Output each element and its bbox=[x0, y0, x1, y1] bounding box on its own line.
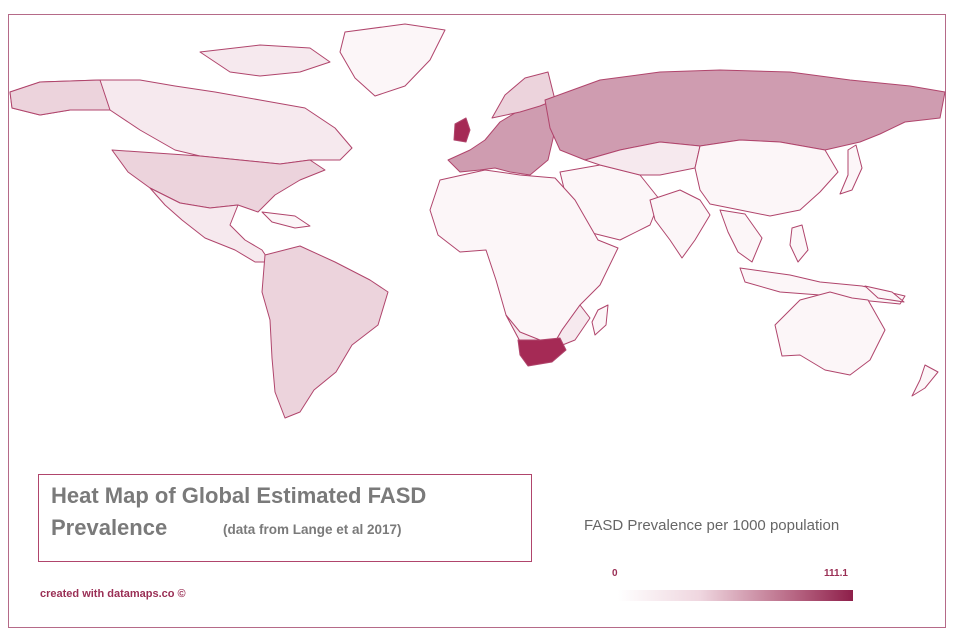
region-south-africa[interactable] bbox=[517, 337, 567, 367]
region-japan[interactable] bbox=[839, 144, 863, 195]
map-subtitle: (data from Lange et al 2017) bbox=[223, 522, 402, 537]
region-uk[interactable] bbox=[453, 117, 471, 143]
legend-max-label: 111.1 bbox=[824, 568, 848, 579]
region-caribbean[interactable] bbox=[261, 211, 311, 229]
region-india[interactable] bbox=[649, 189, 711, 259]
region-madagascar[interactable] bbox=[591, 304, 609, 336]
legend-gradient-bar bbox=[618, 590, 853, 601]
region-greenland[interactable] bbox=[339, 23, 446, 97]
region-china[interactable] bbox=[694, 139, 839, 217]
region-indonesia[interactable] bbox=[739, 267, 906, 305]
region-arctic-islands[interactable] bbox=[199, 44, 331, 77]
region-philippines[interactable] bbox=[789, 224, 809, 263]
region-south-america[interactable] bbox=[261, 245, 389, 419]
region-new-zealand[interactable] bbox=[911, 364, 939, 397]
legend-min-label: 0 bbox=[612, 568, 618, 579]
map-title: Heat Map of Global Estimated FASD bbox=[51, 483, 427, 508]
region-png[interactable] bbox=[864, 285, 905, 303]
region-australia[interactable] bbox=[774, 291, 886, 376]
map-frame bbox=[8, 14, 946, 628]
region-scandinavia[interactable] bbox=[491, 71, 556, 119]
region-europe[interactable] bbox=[447, 99, 556, 176]
legend-title: FASD Prevalence per 1000 population bbox=[584, 517, 840, 534]
title-box: Heat Map of Global Estimated FASD Preval… bbox=[38, 474, 532, 562]
region-southeast-asia[interactable] bbox=[719, 209, 763, 263]
credit-text: created with datamaps.co © bbox=[40, 588, 186, 600]
map-title-line2: Prevalence bbox=[51, 515, 168, 540]
region-alaska[interactable] bbox=[9, 79, 111, 116]
